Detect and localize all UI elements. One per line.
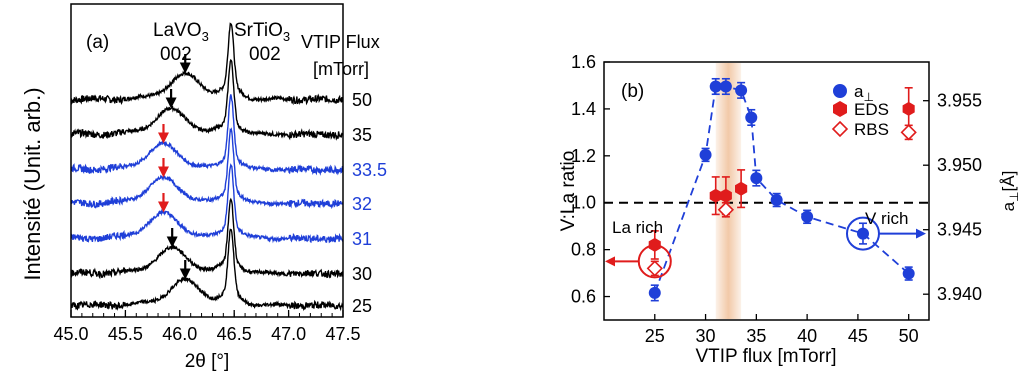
legend-eds: EDS: [854, 100, 889, 119]
flux-label-31: 31: [352, 229, 372, 249]
lavo3-label: LaVO3: [153, 20, 209, 44]
ratio-y-tick-label: 1.6: [571, 52, 596, 72]
ratio-y-label: V:La ratio: [558, 151, 579, 232]
xrd-curve-32: [71, 127, 343, 210]
ratio-y-tick-label: 1.2: [571, 146, 596, 166]
a-perp-point: [648, 286, 661, 299]
flux-label-32: 32: [352, 194, 372, 214]
xrd-panel: 45.0 45.5 46.0 46.5 47.0 47.5 (a) LaVO3 002 S…: [20, 3, 387, 372]
flux-labels: 50 35 33.5 32 31 30 25: [352, 90, 387, 316]
xrd-x-tick-label: 45.0: [53, 324, 88, 344]
srtio3-label: SrTiO3: [234, 20, 290, 44]
ratio-x-tick-label: 35: [746, 326, 766, 346]
ratio-x-tick-label: 50: [899, 326, 919, 346]
a-perp-point: [770, 194, 783, 207]
xrd-x-axis: 45.0 45.5 46.0 46.5 47.0 47.5: [53, 310, 361, 344]
xrd-x-label: 2θ [°]: [185, 351, 230, 372]
ratio-x-tick-label: 30: [696, 326, 716, 346]
a-perp-point: [856, 227, 869, 240]
xrd-y-label: Intensité (Unit. arb.): [20, 87, 45, 280]
ratio-panel: 25 30 35 40 45 50 0.6 0.8 1.0 1.2 1.4 1.6 3.940 3.945…: [558, 52, 1021, 367]
xrd-x-tick-label: 45.5: [108, 324, 143, 344]
ratio-x-tick-label: 40: [797, 326, 817, 346]
ratio-y-tick-label: 1.0: [571, 193, 596, 213]
legend-rbs-marker: [831, 120, 849, 138]
a-perp-point: [902, 267, 915, 280]
vtip-flux-title: VTIP Flux: [301, 32, 380, 52]
xrd-curves: [71, 22, 343, 312]
vtip-flux-unit: [mTorr]: [313, 59, 369, 79]
a-perp-point: [735, 84, 748, 97]
ratio-x-tick-label: 45: [848, 326, 868, 346]
a-perp-y-label: a⊥[Å]: [999, 171, 1021, 212]
srtio3-002-label: 002: [249, 44, 281, 65]
flux-label-33-5: 33.5: [352, 160, 387, 180]
a-perp-point: [745, 111, 758, 124]
ratio-plot-frame: [603, 61, 930, 321]
lavo3-002-label: 002: [160, 44, 192, 65]
a-perp-series: [648, 77, 915, 302]
xrd-curve-31: [71, 163, 343, 244]
a-perp-point: [801, 210, 814, 223]
a-perp-point: [699, 148, 712, 161]
xrd-x-tick-label: 47.5: [325, 324, 360, 344]
a-perp-point: [719, 80, 732, 93]
eds-point: [719, 188, 732, 203]
ratio-y-tick-label: 0.6: [571, 287, 596, 307]
panel-b-label: (b): [621, 81, 644, 102]
legend-a-perp: a⊥: [854, 82, 874, 104]
xrd-curve-30: [71, 197, 343, 280]
xrd-curve-33-5: [71, 94, 343, 176]
xrd-curve-35: [71, 58, 343, 141]
panel-a-label: (a): [86, 32, 109, 53]
eds-point: [709, 188, 722, 203]
eds-point: [735, 181, 748, 196]
a-perp-y-tick-label: 3.940: [937, 284, 982, 304]
a-perp-point: [709, 80, 722, 93]
v-rich-label: V rich: [865, 209, 908, 228]
eds-series: [648, 87, 915, 260]
ratio-y-tick-label: 1.4: [571, 99, 596, 119]
eds-point: [648, 237, 661, 252]
ratio-axes: 25 30 35 40 45 50 0.6 0.8 1.0 1.2 1.4 1.6 3.940 3.945…: [571, 52, 982, 346]
ratio-y-tick-label: 0.8: [571, 240, 596, 260]
a-perp-y-tick-label: 3.955: [937, 91, 982, 111]
a-perp-y-tick-label: 3.950: [937, 155, 982, 175]
eds-point: [902, 101, 915, 116]
flux-label-30: 30: [352, 264, 372, 284]
a-perp-y-tick-label: 3.945: [937, 220, 982, 240]
peak-arrows: [157, 54, 191, 280]
ratio-x-label: VTIP flux [mTorr]: [695, 346, 836, 367]
xrd-x-tick-label: 46.5: [217, 324, 252, 344]
legend-rbs: RBS: [854, 120, 889, 139]
rbs-series: [646, 124, 917, 277]
xrd-plot-frame: [70, 3, 344, 318]
flux-label-35: 35: [352, 125, 372, 145]
xrd-curve-50: [71, 22, 343, 106]
a-perp-point: [750, 172, 763, 185]
rbs-point: [900, 124, 917, 141]
legend-a-perp-marker: [833, 84, 847, 98]
xrd-curve-25: [71, 228, 343, 312]
legend-eds-marker: [833, 101, 847, 117]
flux-label-50: 50: [352, 90, 372, 110]
rbs-point: [717, 201, 735, 218]
xrd-x-tick-label: 47.0: [271, 324, 306, 344]
xrd-x-tick-label: 46.0: [162, 324, 197, 344]
ratio-x-tick-label: 25: [645, 326, 665, 346]
rbs-point: [646, 260, 663, 277]
la-rich-label: La rich: [612, 218, 663, 237]
legend: a⊥ EDS RBS: [831, 82, 889, 139]
flux-label-25: 25: [352, 296, 372, 316]
